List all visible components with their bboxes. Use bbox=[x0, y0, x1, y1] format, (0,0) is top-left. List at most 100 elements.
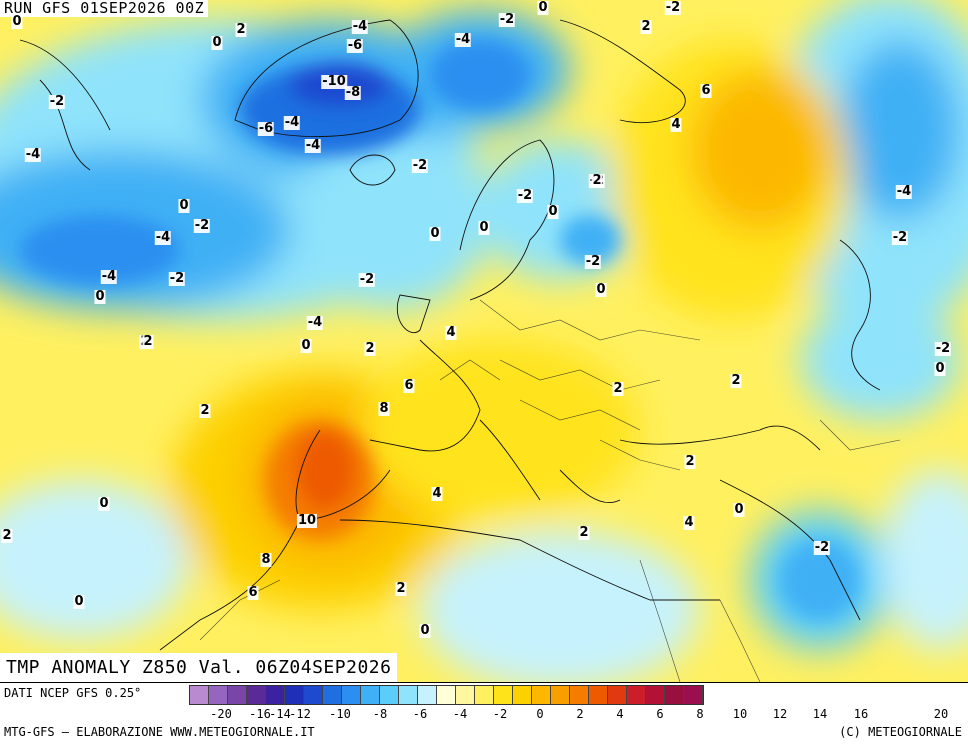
contour-label: -10 bbox=[321, 74, 347, 89]
legend-tick-label: 20 bbox=[933, 707, 949, 721]
legend-swatch bbox=[570, 686, 589, 704]
contour-label: -4 bbox=[283, 115, 301, 130]
legend-swatch bbox=[437, 686, 456, 704]
legend-swatch bbox=[456, 686, 475, 704]
contour-label: -2 bbox=[358, 272, 376, 287]
legend-tick-label: -14 bbox=[269, 707, 291, 721]
contour-label: -4 bbox=[100, 269, 118, 284]
contour-label: -2 bbox=[516, 188, 534, 203]
legend-tick-label: 8 bbox=[696, 707, 704, 721]
contour-label: -8 bbox=[344, 85, 362, 100]
contour-label: -6 bbox=[346, 38, 364, 53]
legend-swatch bbox=[551, 686, 570, 704]
legend-swatch bbox=[285, 686, 304, 704]
legend-swatch bbox=[361, 686, 380, 704]
legend-tick-label: -4 bbox=[452, 707, 468, 721]
color-legend bbox=[189, 685, 704, 705]
contour-label: -2 bbox=[584, 254, 602, 269]
legend-tick-label: 10 bbox=[732, 707, 748, 721]
contour-label: 0 bbox=[478, 220, 490, 235]
legend-swatch bbox=[228, 686, 247, 704]
legend-swatch bbox=[323, 686, 342, 704]
legend-tick-label: -2 bbox=[492, 707, 508, 721]
contour-label: 2 bbox=[730, 373, 742, 388]
contour-label: -4 bbox=[304, 138, 322, 153]
contour-label: -2 bbox=[664, 0, 682, 15]
legend-swatch bbox=[399, 686, 418, 704]
legend-swatch bbox=[418, 686, 437, 704]
contour-label: -4 bbox=[24, 147, 42, 162]
contour-label: -4 bbox=[351, 19, 369, 34]
copyright: (C) METEOGIORNALE bbox=[839, 725, 962, 739]
legend-swatch bbox=[380, 686, 399, 704]
contour-label: 8 bbox=[260, 552, 272, 567]
legend-ticks: -20 -16 -14 -12 -10 -8 -6 -4 -2 0 2 4 6 8 10 12 14 16 20 bbox=[189, 707, 968, 723]
legend-tick-label: 16 bbox=[853, 707, 869, 721]
contour-label: 4 bbox=[670, 117, 682, 132]
legend-swatch bbox=[513, 686, 532, 704]
contour-label: 2 bbox=[591, 173, 603, 188]
contour-label: -2 bbox=[934, 341, 952, 356]
contour-label: 6 bbox=[247, 585, 259, 600]
legend-tick-label: 0 bbox=[536, 707, 544, 721]
legend-swatch bbox=[247, 686, 266, 704]
legend-swatch bbox=[209, 686, 228, 704]
legend-swatch bbox=[494, 686, 513, 704]
data-source: DATI NCEP GFS 0.25° bbox=[4, 686, 142, 700]
legend-tick-label: -16 bbox=[249, 707, 271, 721]
contour-label: 0 bbox=[94, 289, 106, 304]
legend-tick-label: 12 bbox=[772, 707, 788, 721]
legend-swatch bbox=[665, 686, 684, 704]
legend-swatch bbox=[589, 686, 608, 704]
contour-label: -2 bbox=[411, 158, 429, 173]
legend-swatch bbox=[627, 686, 646, 704]
legend-swatch bbox=[684, 686, 703, 704]
contour-label: -4 bbox=[454, 32, 472, 47]
contour-label: 2 bbox=[612, 381, 624, 396]
contour-label: 8 bbox=[378, 401, 390, 416]
legend-swatch bbox=[646, 686, 665, 704]
contour-label: -2 bbox=[48, 94, 66, 109]
contour-label: 6 bbox=[700, 83, 712, 98]
contour-label: 0 bbox=[300, 338, 312, 353]
contour-label: 4 bbox=[683, 515, 695, 530]
legend-tick-label: -8 bbox=[372, 707, 388, 721]
legend-swatch bbox=[190, 686, 209, 704]
contour-label: 0 bbox=[211, 35, 223, 50]
legend-swatch bbox=[266, 686, 285, 704]
contour-label: -2 bbox=[168, 271, 186, 286]
contour-label: 0 bbox=[429, 226, 441, 241]
run-label: RUN GFS 01SEP2026 00Z bbox=[0, 0, 209, 17]
legend-swatch bbox=[304, 686, 323, 704]
legend-tick-label: 4 bbox=[616, 707, 624, 721]
contour-label: 2 bbox=[142, 334, 154, 349]
contour-label: 2 bbox=[395, 581, 407, 596]
contour-label: 0 bbox=[419, 623, 431, 638]
contour-label: 2 bbox=[640, 19, 652, 34]
map-title: TMP ANOMALY Z850 Val. 06Z04SEP2026 bbox=[0, 653, 398, 682]
contour-label: 4 bbox=[431, 486, 443, 501]
legend-tick-label: 6 bbox=[656, 707, 664, 721]
contour-label: -2 bbox=[193, 218, 211, 233]
contour-label: 0 bbox=[537, 0, 549, 15]
contour-label: -2 bbox=[891, 230, 909, 245]
contour-label: -2 bbox=[498, 12, 516, 27]
contour-label: 2 bbox=[1, 528, 13, 543]
legend-tick-label: -12 bbox=[289, 707, 311, 721]
footer: DATI NCEP GFS 0.25° -20 -16 -14 -12 -10 -8 -6-… bbox=[0, 682, 968, 746]
legend-tick-label: 14 bbox=[812, 707, 828, 721]
contour-label: 2 bbox=[199, 403, 211, 418]
contour-label: -4 bbox=[895, 184, 913, 199]
legend-swatch bbox=[475, 686, 494, 704]
legend-swatch bbox=[342, 686, 361, 704]
contour-label: 6 bbox=[403, 378, 415, 393]
legend-tick-label: -6 bbox=[412, 707, 428, 721]
temperature-anomaly-map bbox=[0, 0, 968, 682]
contour-label: 0 bbox=[547, 204, 559, 219]
contour-label: 2 bbox=[578, 525, 590, 540]
legend-swatch bbox=[608, 686, 627, 704]
legend-tick-label: 2 bbox=[576, 707, 584, 721]
contour-label: 2 bbox=[684, 454, 696, 469]
contour-label: 0 bbox=[178, 198, 190, 213]
elaboration-credit: MTG-GFS — ELABORAZIONE WWW.METEOGIORNALE… bbox=[4, 725, 315, 739]
